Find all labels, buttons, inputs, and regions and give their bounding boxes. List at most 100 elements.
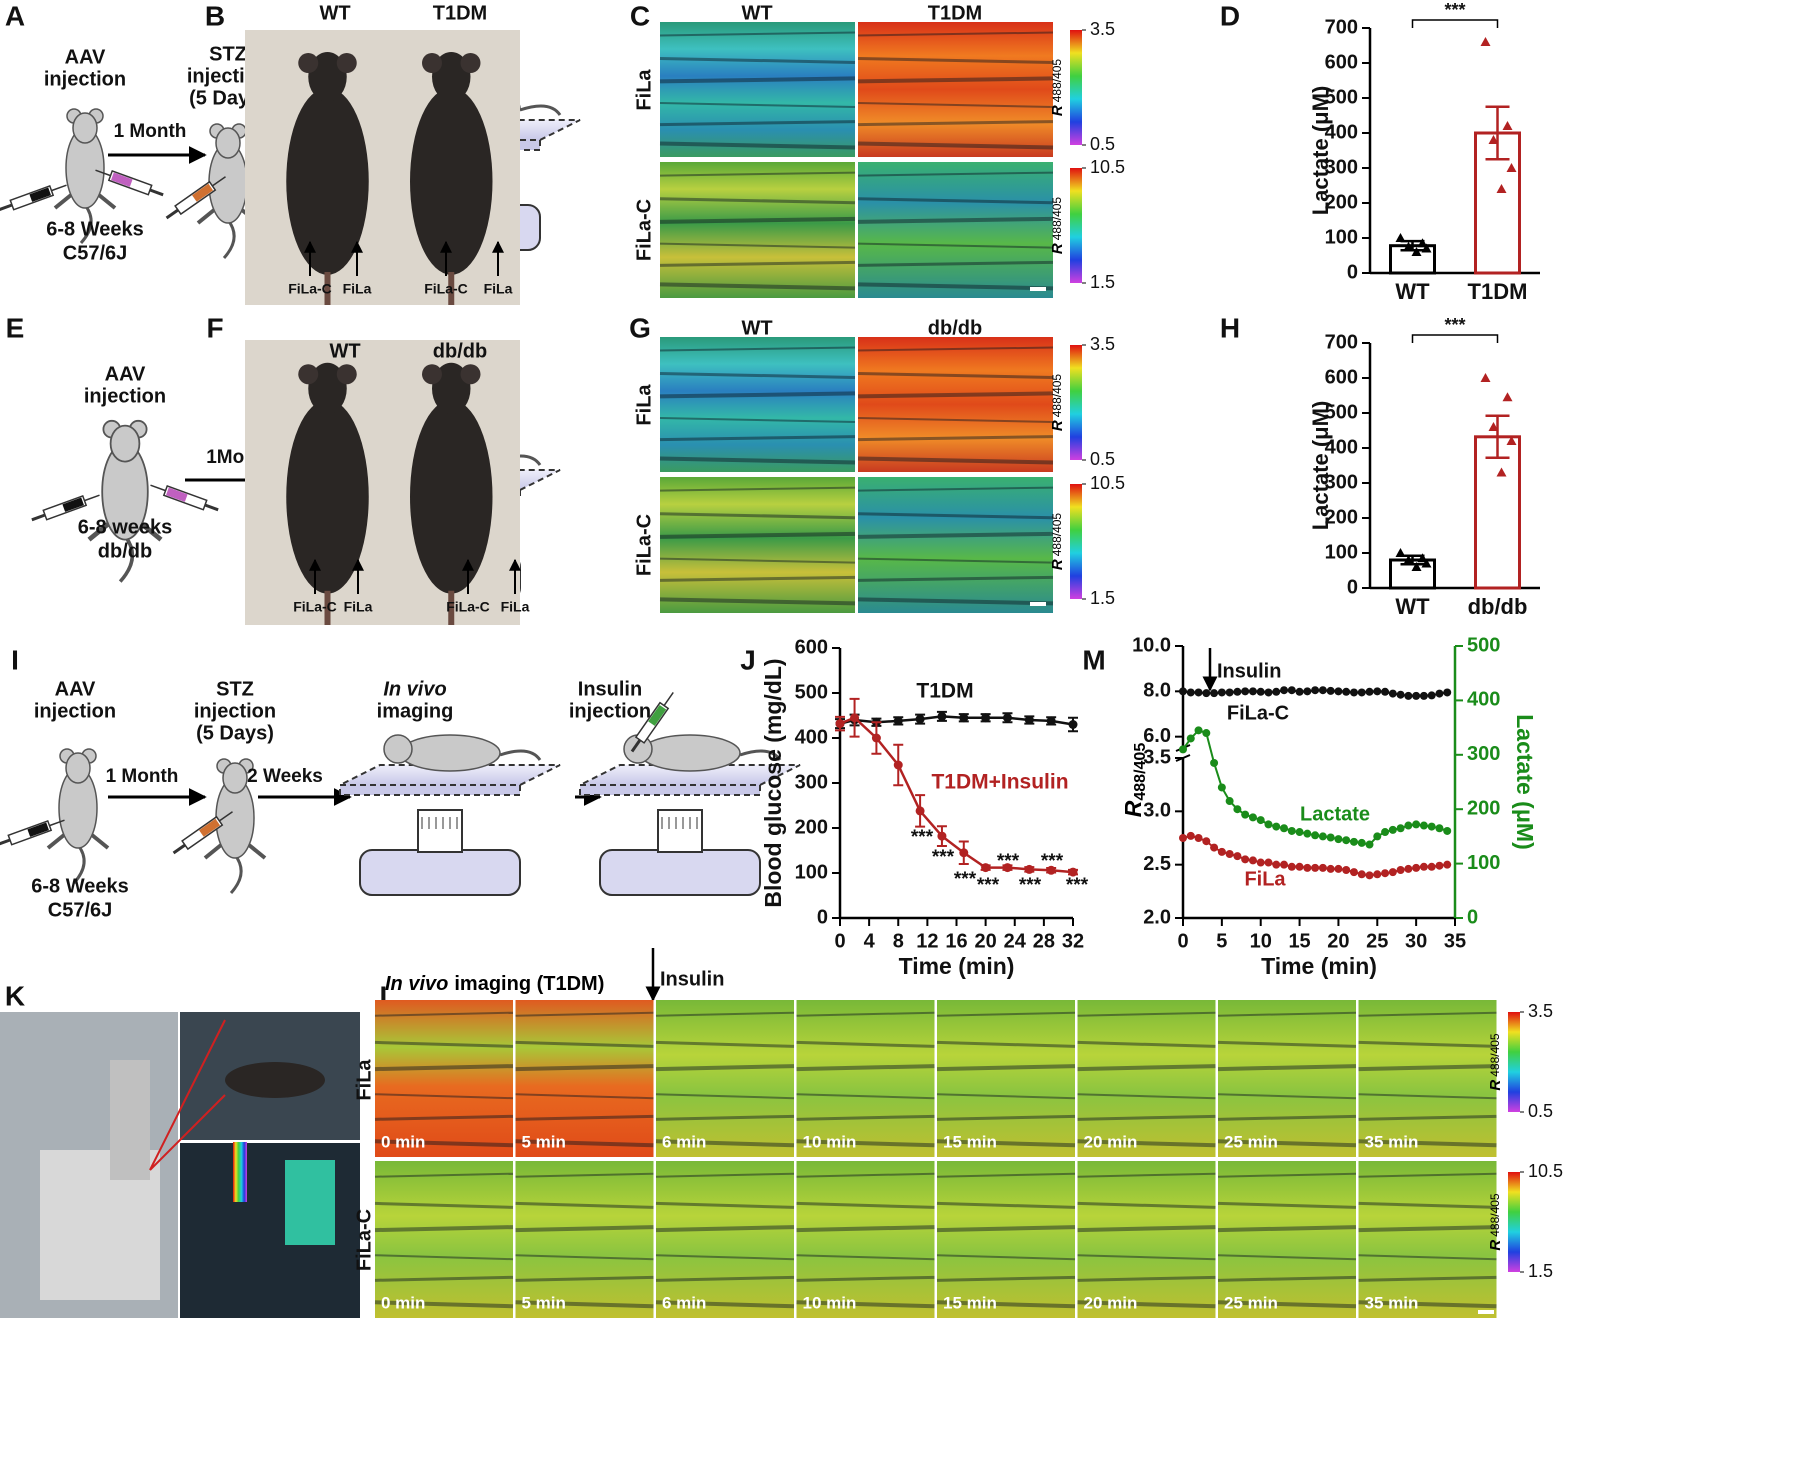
fiber-streak	[796, 1172, 935, 1178]
fiber-streak	[1217, 1225, 1357, 1233]
mouse-icon	[87, 419, 163, 583]
syringe-icon	[630, 692, 674, 753]
fiber-streak	[857, 531, 1054, 539]
label: 1 Month	[106, 766, 179, 787]
fiber-streak	[857, 242, 1054, 249]
data-point	[1443, 860, 1452, 869]
fiber-streak	[796, 1093, 935, 1100]
time-label: 0 min	[381, 1132, 425, 1151]
data-point	[1202, 689, 1211, 698]
colorbar-symbol: R	[1049, 559, 1066, 570]
syringe-needle	[211, 176, 226, 187]
time-label: 20 min	[1084, 1132, 1138, 1151]
data-point	[1241, 687, 1250, 696]
data-point	[1417, 553, 1428, 563]
fiber-streak	[659, 435, 856, 442]
fiber-streak	[655, 1172, 795, 1178]
fiber-streak	[515, 1275, 654, 1282]
fiber-streak	[659, 31, 856, 37]
fiber-streak	[1217, 1040, 1357, 1048]
fiber-streak	[655, 1201, 795, 1209]
photo-screen-image	[285, 1160, 335, 1245]
fiber-streak	[659, 197, 856, 205]
data-point	[1388, 689, 1397, 698]
data-point	[915, 806, 925, 816]
panel-letter: H	[1220, 312, 1240, 343]
data-point	[1256, 816, 1265, 825]
data-point	[1349, 837, 1358, 846]
photo-mouse-body	[410, 399, 493, 594]
data-point	[1264, 688, 1273, 697]
fiber-streak	[857, 557, 1054, 564]
significance-bracket	[1411, 334, 1499, 343]
syringe-plunger	[0, 838, 11, 847]
data-point	[1427, 862, 1436, 871]
fiber-streak	[1217, 1172, 1357, 1178]
fiber-streak	[796, 1040, 935, 1048]
data-point	[1427, 691, 1436, 700]
x-tick-label: 32	[1062, 930, 1084, 952]
colorbar-subscript: 488/405	[1050, 374, 1064, 418]
colorbar-label: R 488/405	[1049, 59, 1066, 117]
y-tick-label: 0	[1347, 576, 1358, 598]
fiber-streak	[857, 197, 1054, 205]
data-point	[1419, 862, 1428, 871]
data-point	[1264, 858, 1273, 867]
photo-microscope-arm	[110, 1060, 150, 1180]
fiber-streak	[659, 597, 856, 606]
data-point	[1349, 688, 1358, 697]
micrograph	[937, 1000, 1075, 1157]
mouse-leg	[140, 522, 163, 542]
syringe-needle	[663, 692, 674, 707]
label: FiLa-C	[633, 514, 655, 576]
colorbar-subscript: 488/405	[1050, 513, 1064, 557]
data-point	[1318, 686, 1327, 695]
colorbar-tick-label: 10.5	[1090, 157, 1125, 177]
data-point	[1506, 436, 1517, 445]
data-point	[1210, 758, 1219, 767]
lying-mouse-tail	[499, 749, 542, 761]
arrow-label: FiLa	[343, 281, 372, 297]
fiber-streak	[659, 531, 856, 539]
fiber-streak	[1077, 1225, 1216, 1233]
mouse-icon	[46, 748, 110, 885]
fiber-streak	[1077, 1201, 1216, 1209]
x-tick-label: 35	[1444, 930, 1466, 952]
data-point	[1404, 691, 1413, 700]
zoom-line	[149, 1019, 226, 1171]
panel-letter: B	[205, 0, 225, 31]
micrograph	[1358, 1000, 1497, 1157]
time-label: 35 min	[1365, 1132, 1419, 1151]
colorbar-symbol: R	[1049, 105, 1066, 116]
data-point	[871, 733, 881, 743]
micrograph	[1077, 1161, 1216, 1318]
colorbar	[1070, 30, 1082, 145]
significance-bracket	[1411, 19, 1499, 28]
objective-base	[359, 849, 521, 896]
data-point	[1480, 37, 1491, 46]
y-tick-label: 100	[1325, 226, 1358, 248]
data-point	[1419, 691, 1428, 700]
data-point	[1326, 686, 1335, 695]
y2-tick-label: 500	[1467, 634, 1500, 656]
data-point	[1272, 822, 1281, 831]
fiber-streak	[857, 456, 1054, 465]
syringe-icon	[95, 169, 164, 197]
micrograph	[660, 477, 855, 613]
data-point	[1365, 840, 1374, 849]
y-tick-label: 200	[795, 816, 828, 838]
photo-mouse-ear	[422, 364, 442, 385]
data-point	[1411, 562, 1422, 571]
y-tick-label: 100	[795, 861, 828, 883]
fiber-streak	[655, 1275, 795, 1282]
data-point	[1241, 810, 1250, 819]
data-point	[1403, 555, 1414, 564]
photo-mouse-ear	[460, 364, 481, 385]
label: FiLa-C	[633, 199, 655, 261]
data-point	[1357, 688, 1366, 697]
syringe-needle	[95, 169, 111, 177]
data-point	[1233, 852, 1242, 861]
mouse-head	[109, 424, 141, 463]
time-label: 15 min	[943, 1132, 997, 1151]
